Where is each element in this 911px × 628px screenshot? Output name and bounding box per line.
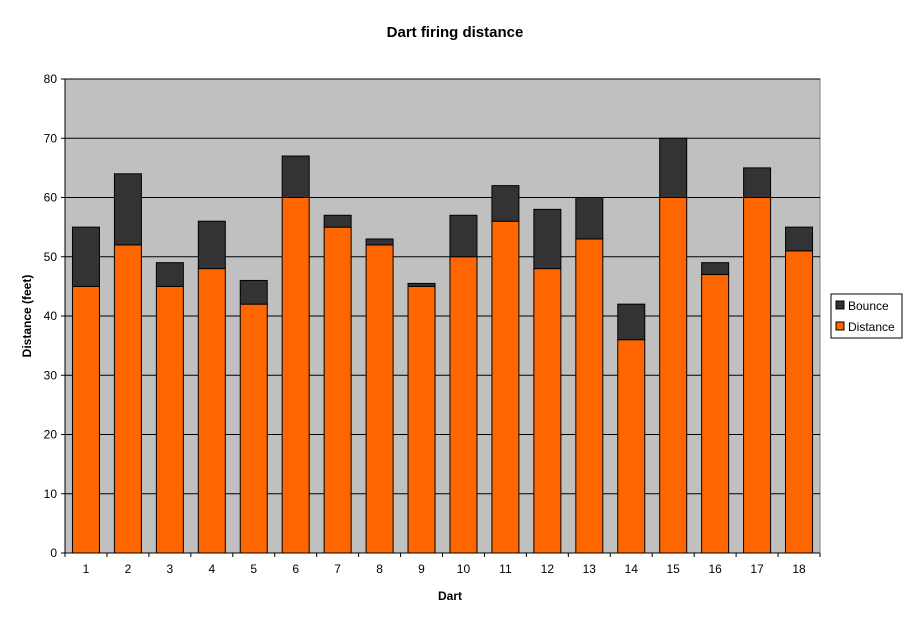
- x-tick-label: 16: [708, 562, 722, 576]
- x-axis-label: Dart: [438, 589, 462, 603]
- bar-distance-14: [617, 339, 646, 554]
- bar-distance-4: [197, 268, 226, 554]
- bar-bounce-4: [197, 220, 226, 270]
- bar-bounce-1: [71, 226, 100, 287]
- y-tick-label: 60: [44, 191, 58, 205]
- legend-swatch-distance: [835, 321, 845, 331]
- y-tick-label: 70: [44, 131, 58, 145]
- bar-distance-10: [449, 256, 478, 554]
- bar-distance-2: [113, 244, 142, 554]
- x-tick-label: 6: [292, 562, 299, 576]
- legend-box: [830, 293, 903, 339]
- x-tick-label: 9: [418, 562, 425, 576]
- bar-distance-17: [743, 197, 772, 554]
- bar-distance-5: [239, 303, 268, 554]
- x-tick-label: 5: [250, 562, 257, 576]
- x-tick-label: 17: [750, 562, 764, 576]
- y-tick-label: 0: [50, 546, 57, 560]
- bar-distance-3: [155, 285, 184, 554]
- x-tick-label: 8: [376, 562, 383, 576]
- y-axis-label: Distance (feet): [20, 275, 34, 358]
- x-tick-label: 12: [541, 562, 555, 576]
- bar-bounce-5: [239, 279, 268, 305]
- x-tick-label: 1: [83, 562, 90, 576]
- bar-bounce-14: [617, 303, 646, 341]
- bar-bounce-18: [785, 226, 814, 252]
- chart-title: Dart firing distance: [387, 24, 524, 41]
- legend-label-distance: Distance: [848, 320, 895, 334]
- y-tick-label: 40: [44, 309, 58, 323]
- bar-distance-9: [407, 285, 436, 554]
- x-tick-label: 15: [667, 562, 681, 576]
- bar-distance-13: [575, 238, 604, 554]
- bar-bounce-10: [449, 214, 478, 258]
- bar-bounce-12: [533, 208, 562, 270]
- x-tick-label: 14: [625, 562, 639, 576]
- x-tick-label: 18: [792, 562, 806, 576]
- bar-distance-12: [533, 268, 562, 554]
- bar-bounce-17: [743, 167, 772, 198]
- bar-distance-1: [71, 285, 100, 554]
- bar-distance-8: [365, 244, 394, 554]
- bar-bounce-9: [407, 282, 436, 287]
- bar-bounce-11: [491, 185, 520, 222]
- bar-bounce-15: [659, 137, 688, 198]
- x-tick-label: 2: [125, 562, 132, 576]
- y-tick-label: 30: [44, 368, 58, 382]
- bar-bounce-2: [113, 173, 142, 246]
- x-tick-label: 11: [499, 562, 512, 576]
- x-tick-label: 13: [583, 562, 597, 576]
- x-tick-label: 4: [208, 562, 215, 576]
- y-tick-label: 50: [44, 250, 58, 264]
- legend-label-bounce: Bounce: [848, 299, 889, 313]
- x-tick-label: 7: [334, 562, 341, 576]
- x-tick-label: 10: [457, 562, 471, 576]
- bar-bounce-6: [281, 155, 310, 198]
- y-tick-label: 20: [44, 428, 58, 442]
- bar-bounce-3: [155, 262, 184, 287]
- legend-swatch-bounce: [835, 300, 845, 310]
- bar-distance-6: [281, 197, 310, 554]
- bar-distance-16: [701, 274, 730, 554]
- bar-distance-15: [659, 197, 688, 554]
- bar-distance-18: [785, 250, 814, 554]
- bar-bounce-7: [323, 214, 352, 228]
- y-tick-label: 80: [44, 72, 58, 86]
- x-tick-label: 3: [167, 562, 174, 576]
- bar-bounce-8: [365, 238, 394, 246]
- bar-bounce-13: [575, 197, 604, 240]
- bar-distance-7: [323, 226, 352, 554]
- bar-distance-11: [491, 220, 520, 554]
- y-tick-label: 10: [44, 487, 58, 501]
- legend: Bounce Distance: [830, 293, 903, 339]
- bar-bounce-16: [701, 262, 730, 276]
